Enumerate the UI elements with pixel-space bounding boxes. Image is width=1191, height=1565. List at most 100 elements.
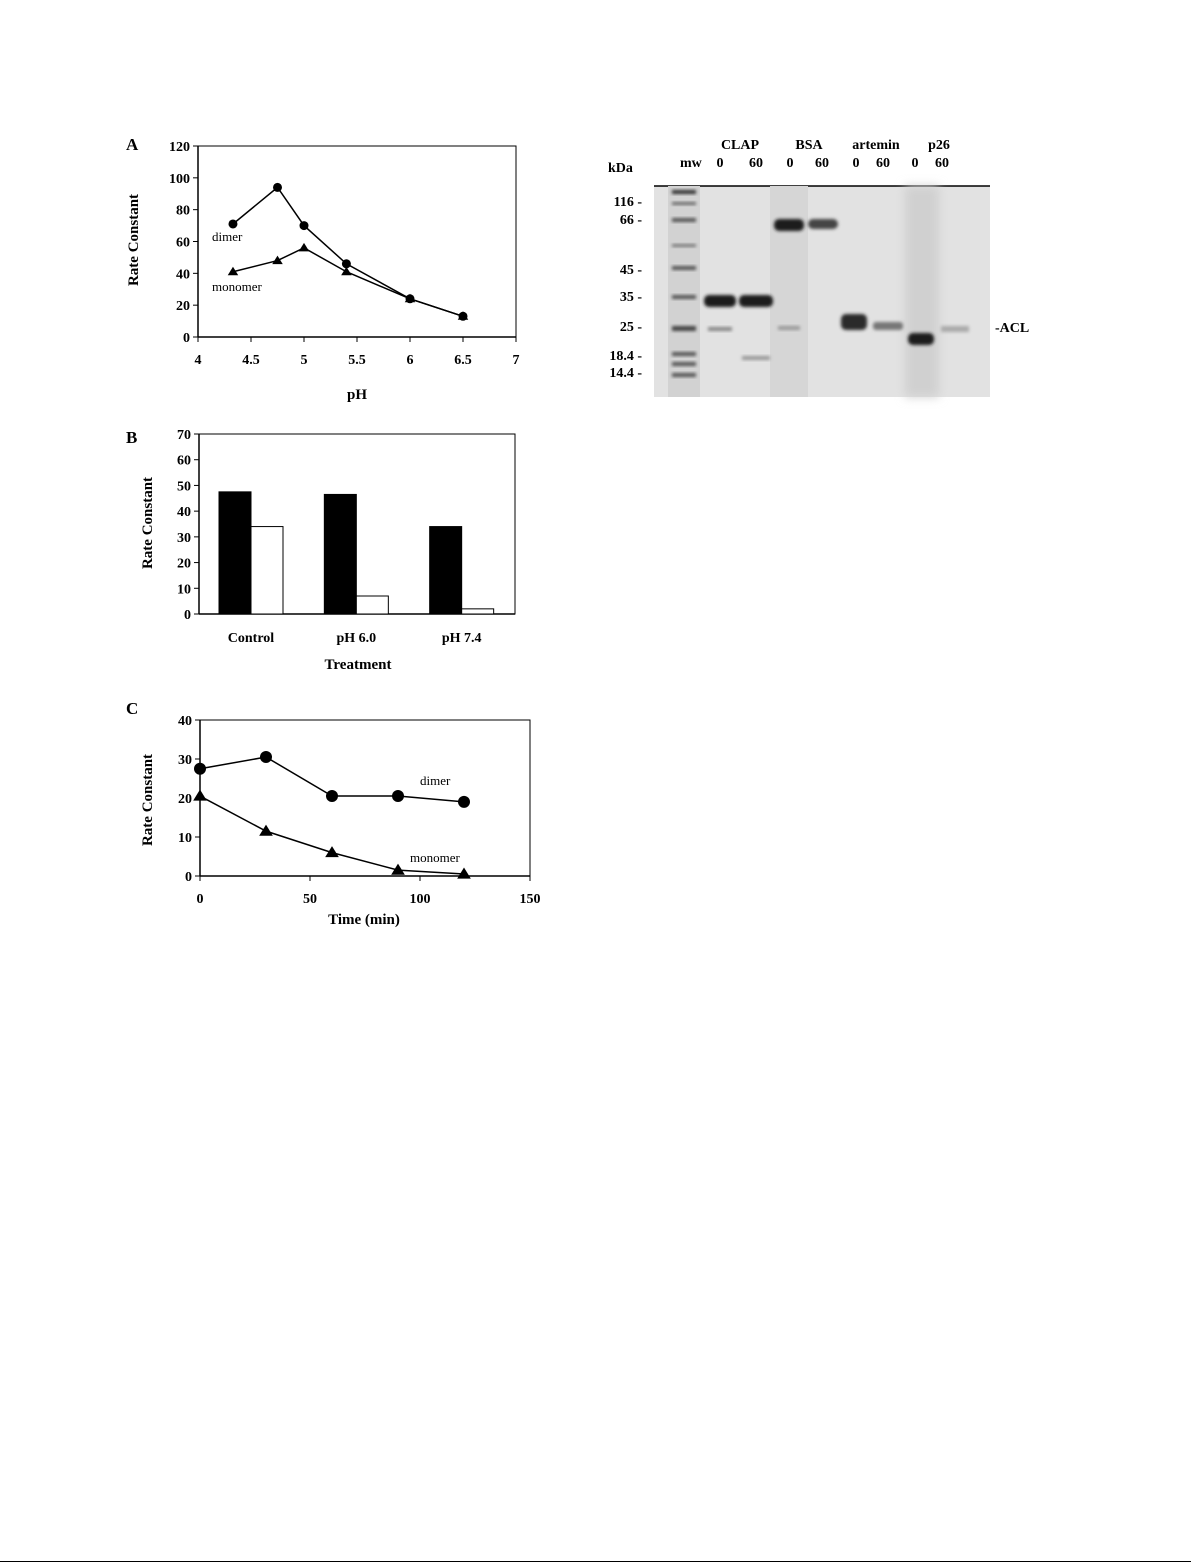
y-tick-label: 70 [177, 428, 191, 443]
panel-c-y-axis-label: Rate Constant [140, 754, 156, 846]
gel-kda-label: kDa [608, 161, 633, 176]
y-tick-label: 100 [169, 172, 190, 187]
bar-ph-7-4-white [461, 608, 495, 615]
bar-control-black [218, 491, 252, 615]
panel-b-label: B [126, 428, 137, 447]
data-point-dimer [392, 790, 404, 803]
series-line-dimer [232, 186, 464, 318]
y-tick-label: 10 [177, 582, 191, 597]
band-bsa-0 [774, 219, 804, 231]
gel-mw-lane-label: mw [680, 156, 703, 171]
panel-c-label: C [126, 699, 138, 718]
gel-ladder-bands [672, 190, 696, 377]
gel-mw-marker-label: 14.4 - [609, 366, 642, 381]
category-label: Control [228, 631, 275, 646]
y-tick-label: 60 [177, 454, 191, 469]
ladder-band [672, 362, 696, 366]
y-tick-label: 20 [177, 557, 191, 572]
data-point-monomer [259, 824, 273, 836]
series-line-monomer [232, 247, 464, 318]
data-point-dimer [194, 762, 206, 775]
panel-c-line-chart: C 0 10 20 30 40 0 50 100 150 dimer monomer Rate … [126, 699, 541, 928]
x-tick-label: 0 [197, 892, 204, 907]
gel-mw-marker-label: 18.4 - [609, 349, 642, 364]
gel-mw-marker-label: 45 - [620, 263, 643, 278]
panel-a-label: A [126, 135, 139, 154]
data-point-monomer [457, 867, 471, 879]
gel-lane-time-label: 0 [717, 156, 724, 171]
ladder-band [672, 373, 696, 377]
gel-background [654, 186, 990, 397]
ladder-band [672, 266, 696, 270]
panel-a-dimer-label: dimer [212, 229, 243, 244]
x-tick-label: 7 [513, 353, 520, 368]
y-tick-label: 40 [177, 505, 191, 520]
x-tick-label: 4 [195, 353, 202, 368]
gel-lane-time-label: 60 [749, 156, 763, 171]
panel-c-dimer-label: dimer [420, 773, 451, 788]
gel-lane-time-label: 0 [912, 156, 919, 171]
band-clap-60 [739, 295, 773, 307]
panel-a-x-axis-label: pH [347, 387, 367, 403]
data-point-dimer [341, 259, 351, 269]
gel-lane-p26-0 [905, 186, 939, 397]
panel-c-x-axis-label: Time (min) [328, 912, 400, 928]
panel-a-line-chart: A 0 20 40 60 80 100 120 4 4.5 5 5.5 6 6.5 7 dimer mon… [126, 135, 520, 403]
panel-b-y-axis-label: Rate Constant [140, 477, 156, 569]
panel-a-plot-frame [197, 145, 517, 338]
ladder-band [672, 326, 696, 331]
gel-mw-marker-label: 25 - [620, 320, 643, 335]
data-point-dimer [326, 790, 338, 803]
category-label: pH 6.0 [336, 631, 376, 646]
gel-mw-marker-label: 35 - [620, 290, 643, 305]
gel-group-label: artemin [852, 138, 900, 153]
data-point-dimer [260, 751, 272, 764]
data-point-monomer [457, 311, 469, 320]
gel-acl-band-label: -ACL [995, 321, 1029, 336]
x-tick-label: 6.5 [454, 353, 472, 368]
y-tick-label: 0 [183, 331, 190, 346]
data-point-monomer [341, 266, 352, 276]
y-tick-label: 30 [177, 531, 191, 546]
data-point-monomer [404, 293, 416, 303]
gel-sample-bands [704, 219, 969, 360]
data-point-monomer [272, 255, 283, 265]
x-tick-label: 4.5 [242, 353, 260, 368]
category-label: pH 7.4 [442, 631, 482, 646]
y-tick-label: 40 [176, 267, 190, 282]
bar-control-white [250, 526, 284, 615]
gel-lane-time-label: 0 [853, 156, 860, 171]
panel-c-monomer-label: monomer [410, 850, 460, 865]
band-clap-0 [704, 295, 736, 307]
band-clap-0-minor [708, 327, 732, 331]
bar-ph-6-0-white [355, 595, 389, 615]
y-tick-label: 20 [176, 299, 190, 314]
band-bsa-0-minor [778, 326, 800, 330]
gel-group-label: p26 [928, 138, 950, 153]
gel-mw-marker-label: 66 - [620, 213, 643, 228]
data-point-monomer [298, 242, 310, 252]
y-tick-label: 40 [178, 714, 192, 729]
bar-ph-7-4-black [429, 526, 463, 615]
data-point-dimer [228, 219, 238, 229]
ladder-band [672, 244, 696, 247]
gel-group-label: BSA [795, 138, 823, 153]
band-clap-60-minor [742, 356, 770, 360]
gel-lane-bsa-0 [770, 186, 808, 397]
data-point-monomer [193, 789, 207, 801]
panel-b-x-axis-label: Treatment [325, 657, 392, 673]
band-bsa-60 [808, 219, 838, 229]
x-tick-label: 5 [301, 353, 308, 368]
band-p26-60 [941, 326, 969, 332]
y-tick-label: 50 [177, 479, 191, 494]
x-tick-label: 50 [303, 892, 317, 907]
ladder-band [672, 218, 696, 222]
page-bottom-rule [0, 1561, 1191, 1562]
panel-a-y-axis-label: Rate Constant [126, 194, 142, 286]
ladder-band [672, 190, 696, 194]
x-tick-label: 150 [520, 892, 541, 907]
gel-lane-time-label: 0 [787, 156, 794, 171]
x-tick-label: 6 [407, 353, 414, 368]
